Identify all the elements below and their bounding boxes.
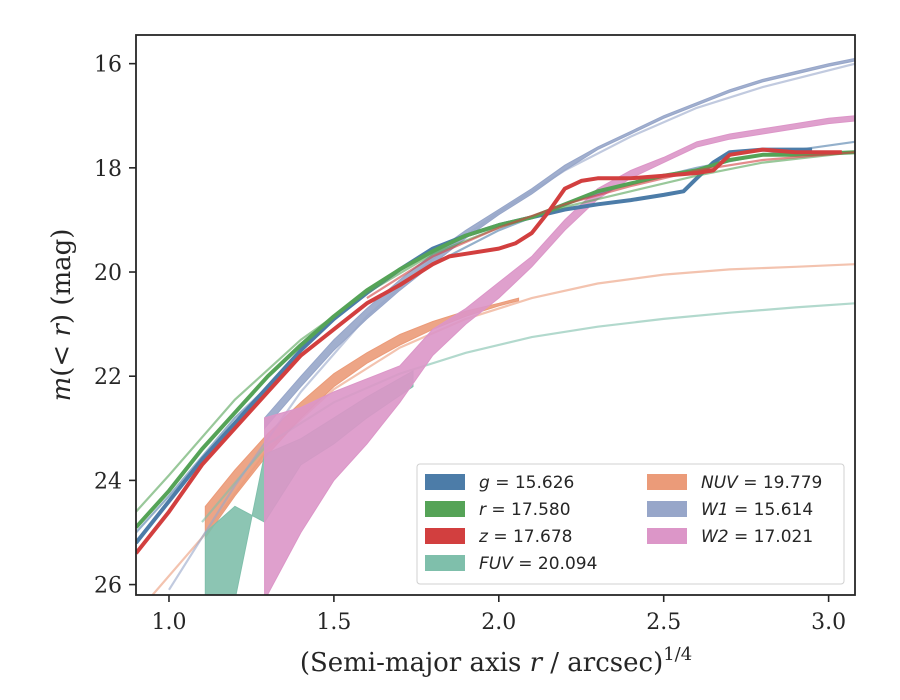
legend-item-nuv: NUV = 19.779 [647, 473, 822, 493]
x-tick-label: 1.5 [316, 610, 351, 635]
x-tick-label: 3.0 [811, 610, 846, 635]
y-tick-label: 26 [94, 574, 122, 599]
model-curve-r [136, 151, 855, 513]
y-axis-label: m(< r) (mag) [47, 229, 77, 402]
legend-label: z = 17.678 [478, 527, 572, 547]
legend-item-z: z = 17.678 [425, 527, 572, 547]
legend-label: g = 15.626 [479, 473, 574, 493]
series-z [136, 147, 855, 555]
x-tick-label: 1.0 [151, 610, 186, 635]
legend-label: FUV = 20.094 [479, 554, 597, 574]
legend-label: W1 = 15.614 [701, 500, 813, 520]
legend-item-g: g = 15.626 [425, 473, 574, 493]
legend-swatch [425, 501, 465, 517]
band-w1 [264, 57, 855, 430]
legend-swatch [425, 528, 465, 544]
series-w2 [264, 115, 855, 595]
y-tick-label: 18 [94, 157, 122, 182]
model-curve-z [366, 151, 855, 300]
legend-swatch [425, 555, 465, 571]
plot-frame [135, 34, 856, 596]
profile-r [136, 150, 855, 529]
legend-label: W2 = 17.021 [701, 527, 813, 547]
legend-swatch [647, 474, 687, 490]
legend-frame [416, 463, 845, 585]
legend-swatch [647, 501, 687, 517]
legend-item-fuv: FUV = 20.094 [425, 554, 597, 574]
series-layer [136, 57, 855, 595]
legend-item-w1: W1 = 15.614 [647, 500, 813, 520]
legend-item-r: r = 17.580 [425, 500, 571, 520]
x-axis: 1.0 1.5 2.0 2.5 3.0 [151, 595, 846, 635]
y-axis: 16 18 20 22 24 26 [94, 53, 136, 599]
y-tick-label: 16 [94, 53, 122, 78]
x-axis-label: (Semi-major axis r / arcsec)1/4 [300, 644, 692, 678]
legend-item-w2: W2 = 17.021 [647, 527, 813, 547]
legend-swatch [425, 474, 465, 490]
legend-label: NUV = 19.779 [701, 473, 822, 493]
x-tick-label: 2.0 [481, 610, 516, 635]
profile-z [136, 147, 842, 555]
y-tick-label: 22 [94, 365, 122, 390]
band-w2 [264, 115, 855, 595]
legend: g = 15.626 r = 17.580 z = 17.678 FUV = 20.0… [416, 463, 845, 585]
series-r [136, 150, 855, 529]
y-tick-label: 24 [94, 469, 122, 494]
x-tick-label: 2.5 [646, 610, 681, 635]
legend-swatch [647, 528, 687, 544]
legend-label: r = 17.580 [479, 500, 571, 520]
y-tick-label: 20 [94, 261, 122, 286]
